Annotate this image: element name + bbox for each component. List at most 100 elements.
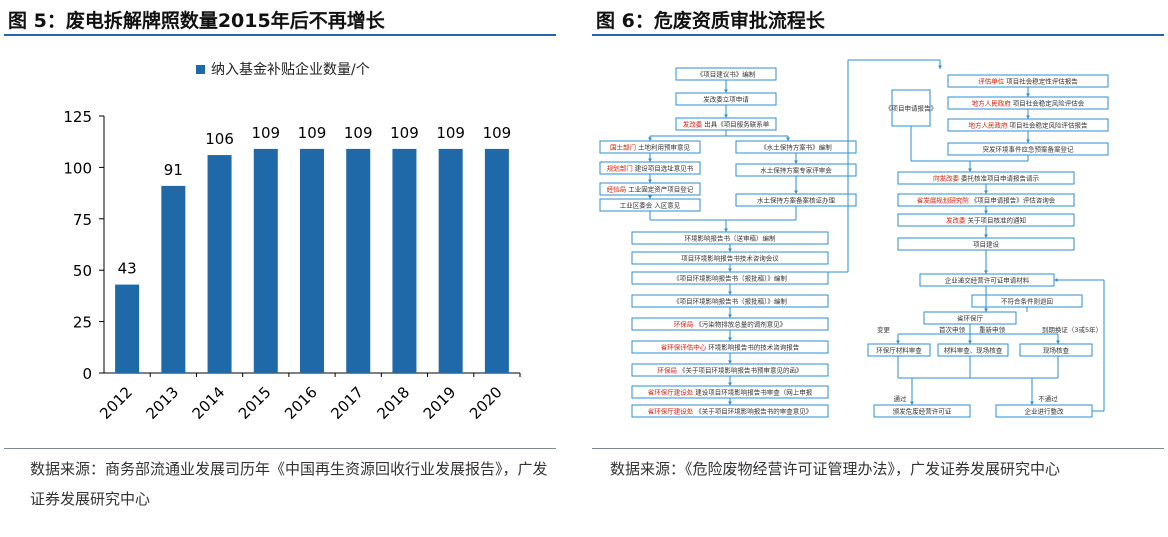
data-label-2015: 109 — [251, 124, 280, 142]
flow-box-material-check — [867, 343, 931, 357]
bar-2019 — [438, 148, 463, 373]
data-label-2012: 43 — [118, 260, 137, 278]
flow-box-eia-online-review-text: 省环保厅建设处 建设项目环境影响报告书审查（网上申报 — [648, 388, 813, 397]
flow-arrowhead — [728, 248, 732, 252]
bar-2017 — [346, 148, 371, 373]
flow-arrowhead — [724, 114, 728, 118]
bar-2020 — [484, 148, 509, 373]
flow-box-eia-approval-draft-2-text: 《项目环境影响报告书（报批稿）》编制 — [673, 297, 787, 306]
flow-box-eia-pre-review-text: 环保局 《关于项目环境影响报告书预审意见的函》 — [657, 366, 802, 375]
flow-box-ndrc-apply-text: 发改委立项申请 — [703, 95, 749, 104]
left-figure-title: 图 5：废电拆解牌照数量2015年后不再增长 — [8, 10, 385, 32]
flow-arrowhead — [728, 291, 732, 295]
left-source-rule — [4, 448, 556, 449]
flow-arrowhead — [984, 270, 988, 274]
bar-2013 — [161, 185, 186, 373]
flow-edge-label: 重新申领 — [979, 325, 1006, 334]
flow-arrowhead — [786, 137, 790, 141]
flow-box-provincial-env-text: 省环保厅 — [957, 314, 984, 323]
flow-box-rectify-text: 企业进行整改 — [1025, 407, 1065, 416]
data-label-2018: 109 — [390, 124, 419, 142]
flow-box-construction-text: 项目建设 — [973, 240, 1000, 249]
bar-2016 — [300, 148, 324, 373]
flow-arrowhead — [648, 158, 652, 162]
right-source: 数据来源：《危险废物经营许可证管理办法》，广发证券发展研究中心 — [610, 460, 1061, 478]
right-figure-title: 图 6：危废资质审批流程长 — [596, 10, 825, 32]
flow-box-site-check — [1019, 343, 1093, 357]
flow-box-site-opinion-text: 规划部门 建设项目选址意见书 — [607, 164, 694, 173]
flow-box-application-report — [891, 89, 931, 127]
y-tick-label: 25 — [73, 314, 92, 332]
flow-arrowhead — [1056, 340, 1060, 344]
flow-arrowhead — [728, 337, 732, 341]
x-tick-label-2014: 2014 — [189, 383, 229, 423]
data-label-2019: 109 — [436, 124, 465, 142]
flow-box-material-site-text: 材料审查、现场核查 — [944, 346, 1003, 355]
bar-2015 — [253, 148, 278, 373]
flow-box-proposal-text: 《项目建议书》编制 — [697, 70, 756, 79]
flow-box-eia-final-review — [631, 404, 829, 418]
flow-box-license-apply-text: 企业递交经营许可证申请材料 — [945, 276, 1030, 285]
flow-box-eia-consult-meeting-text: 项目环境影响报告书技术咨询会议 — [681, 254, 779, 263]
data-label-2014: 106 — [205, 130, 234, 148]
flow-edge-label: 不通过 — [1038, 394, 1058, 403]
flow-arrowhead — [724, 89, 728, 93]
flow-arrowhead — [910, 401, 914, 405]
flow-arrowhead — [984, 210, 988, 214]
y-tick-label: 75 — [73, 211, 92, 229]
flow-arrowhead — [648, 179, 652, 183]
flow-box-land-review-text: 国土部门 土地利用预审意见 — [610, 143, 691, 152]
data-label-2016: 109 — [298, 124, 327, 142]
flow-box-stability-meeting-text: 地方人民政府 项目社会稳定风险评估会 — [972, 99, 1085, 108]
flow-arrowhead — [648, 137, 652, 141]
flow-box-eia-approval-draft-1-text: 《项目环境影响报告书（报批稿）》编制 — [673, 274, 787, 283]
flow-arrowhead — [794, 190, 798, 194]
flow-box-return-text: 不符合条件则退回 — [1001, 297, 1053, 306]
bar-2014 — [207, 155, 232, 373]
bar-2012 — [115, 284, 140, 373]
flow-box-eia-emission-quota-text: 环保局 《污染物排放总量的调剂意见》 — [674, 320, 787, 329]
x-tick-label-2018: 2018 — [374, 383, 414, 423]
flow-arrowhead — [728, 360, 732, 364]
flow-box-emergency-plan-text: 突发环境事件应急预案备案登记 — [983, 145, 1075, 154]
x-tick-label-2017: 2017 — [327, 383, 367, 423]
y-tick-label: 0 — [82, 365, 92, 383]
flow-arrowhead — [1026, 139, 1030, 143]
flow-box-consult-meeting-text: 省发展规划研究院 《项目申请报告》评估咨询会 — [917, 196, 1056, 205]
bar-chart: 0 25 50 75 100 125 43 2012 91 2013 106 2014 109 2015 1… — [63, 108, 521, 423]
flow-box-license-issued — [873, 404, 971, 418]
flow-arrowhead — [728, 314, 732, 318]
flow-box-eia-tech-report-text: 省环保评估中心 环境影响报告书的技术咨询报告 — [661, 343, 800, 352]
flow-box-approval-notice-text: 发改委 关于项目核准的通知 — [946, 216, 1026, 225]
flow-box-park-entry-text: 工业区委会 入区意见 — [620, 201, 681, 210]
flow-arrowhead — [984, 234, 988, 238]
bar-2018 — [392, 148, 417, 373]
flow-arrowhead — [938, 65, 942, 69]
data-label-2013: 91 — [164, 161, 183, 179]
flow-arrowhead — [728, 268, 732, 272]
flow-box-material-check-text: 环保厅材料审查 — [876, 346, 922, 355]
flow-arrowhead — [968, 168, 972, 172]
flow-box-soil-plan-text: 《水土保持方案书》编制 — [760, 143, 832, 152]
flow-arrowhead — [724, 228, 728, 232]
flow-box-eia-final-review-text: 省环保厅建设处 《关于项目环境影响报告书的审查意见》 — [648, 407, 813, 416]
flow-arrowhead — [984, 308, 988, 312]
flow-box-application-report-text: 《项目申请报告》 — [885, 104, 937, 113]
data-label-2017: 109 — [344, 124, 373, 142]
y-tick-label: 50 — [73, 262, 92, 280]
flow-arrowhead — [728, 401, 732, 405]
x-tick-label-2015: 2015 — [235, 383, 275, 423]
flow-edge-label: 到期换证（3或5年） — [1042, 325, 1102, 334]
legend-label: 纳入基金补贴企业数量/个 — [211, 62, 370, 78]
right-title-rule — [592, 34, 1164, 36]
flow-edge-label: 通过 — [894, 394, 908, 403]
chart-legend: 纳入基金补贴企业数量/个 — [196, 59, 370, 79]
flow-arrowhead — [1030, 401, 1034, 405]
flow-box-fixed-asset-text: 经信局 工业固定资产项目登记 — [607, 185, 694, 194]
left-title-rule — [4, 34, 556, 36]
flow-arrowhead — [728, 382, 732, 386]
flow-box-stability-eval-text: 评估单位 项目社会稳定性评估报告 — [978, 77, 1078, 86]
flow-arrowhead — [1026, 93, 1030, 97]
legend-swatch — [196, 64, 205, 74]
